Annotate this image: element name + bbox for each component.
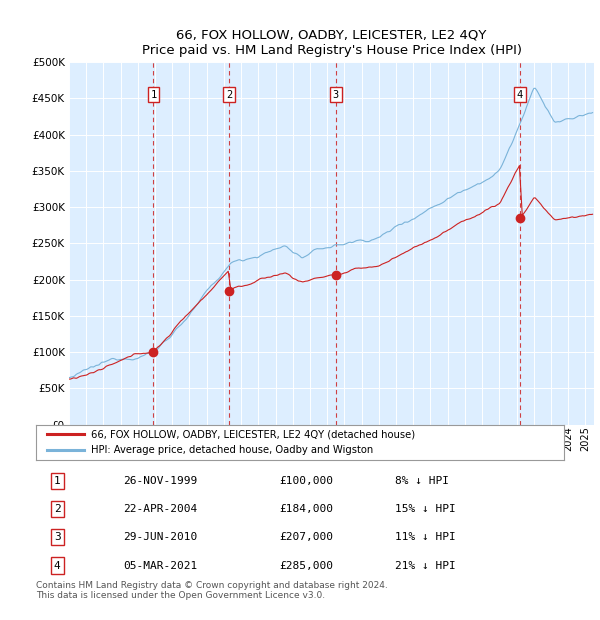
Text: 3: 3: [54, 533, 61, 542]
Text: £100,000: £100,000: [279, 476, 333, 485]
Text: 66, FOX HOLLOW, OADBY, LEICESTER, LE2 4QY (detached house): 66, FOX HOLLOW, OADBY, LEICESTER, LE2 4Q…: [91, 429, 416, 439]
Text: £285,000: £285,000: [279, 560, 333, 570]
Text: Contains HM Land Registry data © Crown copyright and database right 2024.
This d: Contains HM Land Registry data © Crown c…: [36, 581, 388, 600]
Text: 4: 4: [517, 90, 523, 100]
Text: 15% ↓ HPI: 15% ↓ HPI: [395, 504, 456, 514]
Text: 21% ↓ HPI: 21% ↓ HPI: [395, 560, 456, 570]
Text: 29-JUN-2010: 29-JUN-2010: [123, 533, 197, 542]
Text: £184,000: £184,000: [279, 504, 333, 514]
Text: 2: 2: [54, 504, 61, 514]
Text: 2: 2: [226, 90, 232, 100]
Text: £207,000: £207,000: [279, 533, 333, 542]
Text: 11% ↓ HPI: 11% ↓ HPI: [395, 533, 456, 542]
Text: 05-MAR-2021: 05-MAR-2021: [123, 560, 197, 570]
Text: HPI: Average price, detached house, Oadby and Wigston: HPI: Average price, detached house, Oadb…: [91, 446, 374, 456]
Text: 4: 4: [54, 560, 61, 570]
Text: 1: 1: [150, 90, 157, 100]
Text: 1: 1: [54, 476, 61, 485]
Text: 22-APR-2004: 22-APR-2004: [123, 504, 197, 514]
Text: 8% ↓ HPI: 8% ↓ HPI: [395, 476, 449, 485]
Text: 3: 3: [332, 90, 339, 100]
Text: 26-NOV-1999: 26-NOV-1999: [123, 476, 197, 485]
Title: 66, FOX HOLLOW, OADBY, LEICESTER, LE2 4QY
Price paid vs. HM Land Registry's Hous: 66, FOX HOLLOW, OADBY, LEICESTER, LE2 4Q…: [142, 29, 521, 56]
